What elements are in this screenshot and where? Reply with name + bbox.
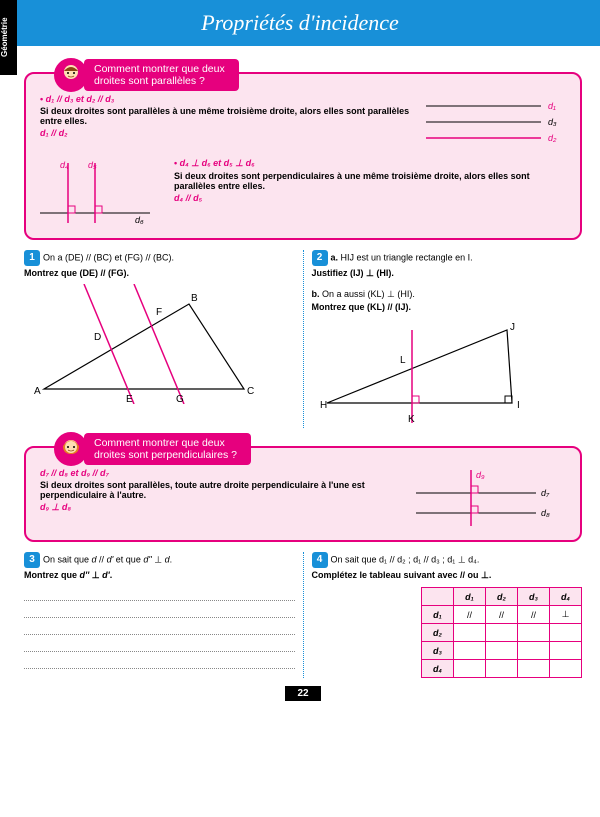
svg-text:d₈: d₈ [541, 508, 550, 518]
ex2-b-question: Montrez que (KL) // (IJ). [312, 302, 583, 312]
page: Géométrie Propriétés d'incidence Comment… [0, 0, 600, 701]
ex2-b-text: On a aussi (KL) ⊥ (HI). [322, 289, 415, 299]
svg-text:d₉: d₉ [476, 470, 485, 480]
lesson2-title-l2: droites sont perpendiculaires ? [94, 449, 237, 461]
ex2-a-question: Justifiez (IJ) ⊥ (HI). [312, 268, 583, 279]
ex3-text: On sait que d // d' et que d'' ⊥ d. [43, 554, 172, 564]
exercise-1: 1On a (DE) // (BC) et (FG) // (BC). Mont… [24, 250, 295, 428]
svg-text:G: G [176, 394, 184, 404]
lesson2-conclusion: d₉ ⊥ d₈ [40, 502, 402, 513]
page-number: 22 [285, 686, 321, 701]
svg-text:d₃: d₃ [548, 117, 557, 127]
svg-text:D: D [94, 332, 101, 343]
ex2-a-label: a. [331, 252, 339, 262]
svg-text:C: C [247, 386, 254, 397]
girl-avatar-icon [54, 432, 88, 466]
svg-text:A: A [34, 386, 41, 397]
rule1-heading: • d₁ // d₃ et d₂ // d₃ [40, 94, 414, 104]
svg-text:L: L [400, 355, 406, 366]
ex2-triangle: H I J K L [312, 318, 542, 428]
ex2-a-text: HIJ est un triangle rectangle en I. [341, 252, 473, 262]
exercise-row-1: 1On a (DE) // (BC) et (FG) // (BC). Mont… [24, 250, 582, 428]
rule1-text: Si deux droites sont parallèles à une mê… [40, 106, 414, 126]
svg-text:E: E [126, 394, 133, 404]
ex3-question: Montrez que d'' ⊥ d'. [24, 570, 295, 581]
lesson-title-line1: Comment montrer que deux [94, 63, 225, 75]
ex1-triangle: A B C D E F G [24, 284, 264, 404]
svg-text:J: J [510, 322, 515, 333]
rule2-text: Si deux droites sont perpendiculaires à … [174, 171, 566, 191]
svg-text:d₅: d₅ [88, 160, 97, 170]
rule2-conclusion: d₄ // d₅ [174, 193, 566, 203]
svg-text:d₄: d₄ [60, 160, 69, 170]
rule1-conclusion: d₁ // d₂ [40, 128, 414, 138]
lesson2-text: Si deux droites sont parallèles, toute a… [40, 480, 402, 500]
lesson-header: Comment montrer que deux droites sont pa… [54, 58, 239, 92]
svg-text:K: K [408, 414, 415, 425]
perpendicular-diagram: d₄ d₅ d₆ [40, 158, 160, 228]
lesson-header-2: Comment montrer que deux droites sont pe… [54, 432, 251, 466]
lesson2-title-l1: Comment montrer que deux [94, 437, 237, 449]
ex4-table[interactable]: d₁d₂d₃d₄ d₁//////⊥ d₂ d₃ d₄ [421, 587, 582, 678]
badge-3: 3 [24, 552, 40, 568]
svg-text:B: B [191, 293, 198, 304]
badge-2: 2 [312, 250, 328, 266]
ex2-b-label: b. [312, 289, 320, 299]
svg-text:d₇: d₇ [541, 488, 550, 498]
answer-lines[interactable] [24, 587, 295, 669]
lesson-title: Comment montrer que deux droites sont pa… [84, 59, 239, 91]
exercise-row-2: 3On sait que d // d' et que d'' ⊥ d. Mon… [24, 552, 582, 678]
exercise-2: 2a. HIJ est un triangle rectangle en I. … [312, 250, 583, 428]
perp-diagram-2: d₉ d₇ d₈ [416, 468, 566, 530]
section-tab: Géométrie [0, 0, 17, 75]
svg-text:d₂: d₂ [548, 133, 557, 143]
boy-avatar-icon [54, 58, 88, 92]
lesson-title-line2: droites sont parallèles ? [94, 75, 225, 87]
lesson-box-parallel: Comment montrer que deux droites sont pa… [24, 72, 582, 240]
svg-text:d₁: d₁ [548, 101, 556, 111]
content: Comment montrer que deux droites sont pa… [0, 46, 600, 701]
svg-text:I: I [517, 400, 520, 411]
page-title: Propriétés d'incidence [0, 0, 600, 46]
badge-1: 1 [24, 250, 40, 266]
ex1-question: Montrez que (DE) // (FG). [24, 268, 295, 278]
lesson2-heading: d₇ // d₈ et d₉ // d₇ [40, 468, 402, 478]
exercise-3: 3On sait que d // d' et que d'' ⊥ d. Mon… [24, 552, 295, 678]
exercise-4: 4On sait que d₁ // d₂ ; d₁ // d₃ ; d₁ ⊥ … [312, 552, 583, 678]
ex4-text: On sait que d₁ // d₂ ; d₁ // d₃ ; d₁ ⊥ d… [331, 554, 480, 564]
badge-4: 4 [312, 552, 328, 568]
ex1-given: On a (DE) // (BC) et (FG) // (BC). [43, 252, 174, 262]
svg-text:F: F [156, 307, 162, 318]
ex4-question: Complétez le tableau suivant avec // ou … [312, 570, 583, 581]
svg-text:H: H [320, 400, 327, 411]
lesson-box-perpendicular: Comment montrer que deux droites sont pe… [24, 446, 582, 542]
lesson-title-2: Comment montrer que deux droites sont pe… [84, 433, 251, 465]
svg-text:d₆: d₆ [135, 215, 144, 225]
parallel-lines-diagram: d₁ d₃ d₂ [426, 94, 566, 150]
rule2-heading: • d₄ ⊥ d₆ et d₅ ⊥ d₆ [174, 158, 566, 169]
